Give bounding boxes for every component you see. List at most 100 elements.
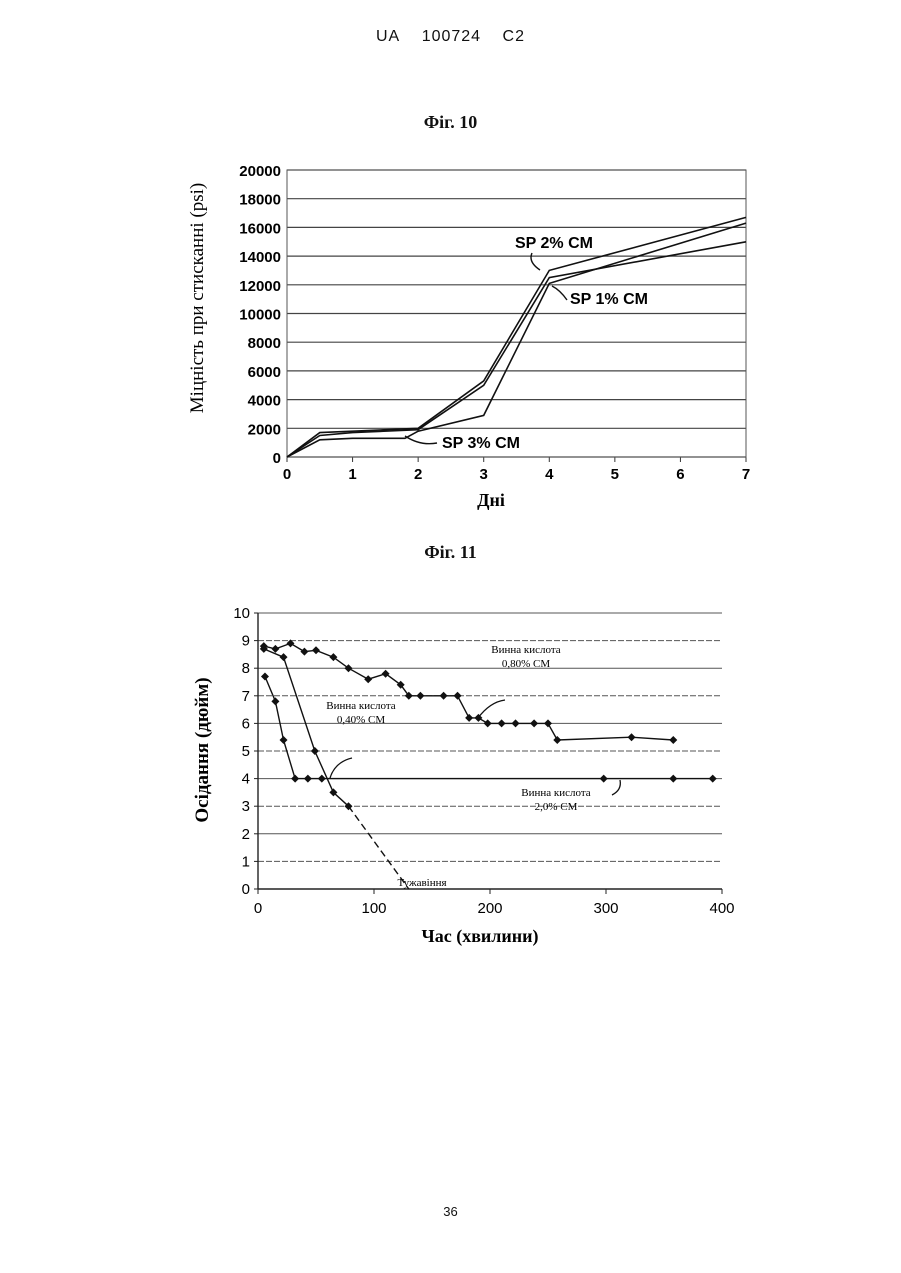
data-point-marker (484, 719, 492, 727)
y-tick-label: 0 (273, 450, 281, 467)
patent-header: UA 100724 C2 (0, 28, 901, 46)
data-point-marker (271, 645, 279, 653)
data-point-marker (530, 719, 538, 727)
header-number: 100724 (422, 28, 481, 45)
series-line-2 (287, 223, 746, 457)
x-tick-label: 3 (480, 466, 488, 483)
y-tick-label: 16000 (239, 220, 281, 237)
y-tick-label: 5 (242, 743, 250, 760)
data-point-marker (669, 736, 677, 744)
x-tick-label: 7 (742, 466, 750, 483)
y-tick-label: 2000 (248, 421, 281, 438)
x-tick-label: 4 (545, 466, 554, 483)
figure-11-chart: 0 1 2 3 4 5 6 7 8 9 10 0 100 200 300 400 Винна кислота… (0, 590, 901, 960)
series-label-sp2: SP 2% CM (515, 235, 593, 252)
header-kind: C2 (503, 28, 525, 45)
data-point-marker (512, 719, 520, 727)
data-point-marker (669, 775, 677, 783)
data-point-marker (709, 775, 717, 783)
series-label-setting: Тужавіння (397, 877, 446, 889)
data-point-marker (311, 747, 319, 755)
series-line-2 (265, 677, 713, 779)
x-tick-label: 300 (593, 900, 618, 917)
y-tick-label: 14000 (239, 249, 281, 266)
figure-11-label: Фіг. 11 (0, 542, 901, 563)
y-tick-label: 6000 (248, 364, 281, 381)
series-line-0 (264, 643, 674, 740)
data-point-marker (312, 646, 320, 654)
series-pointer-040 (330, 758, 352, 778)
y-tick-label: 4000 (248, 393, 281, 410)
data-point-marker (291, 775, 299, 783)
x-tick-label: 0 (254, 900, 262, 917)
data-point-marker (628, 733, 636, 741)
data-point-marker (261, 672, 269, 680)
x-tick-label: 2 (414, 466, 422, 483)
y-axis-label: Осідання (дюйм) (192, 677, 213, 822)
data-point-marker (465, 714, 473, 722)
chart-grid (254, 613, 722, 894)
data-point-marker (300, 648, 308, 656)
data-point-marker (304, 775, 312, 783)
series-pointer-080 (478, 700, 505, 718)
x-tick-label: 100 (361, 900, 386, 917)
data-point-marker (280, 653, 288, 661)
y-tick-label: 6 (242, 715, 250, 732)
y-tick-label: 0 (242, 881, 250, 898)
x-tick-label: 0 (283, 466, 291, 483)
chart-grid (287, 170, 746, 462)
x-tick-labels: 0 100 200 300 400 (254, 900, 735, 917)
y-tick-label: 12000 (239, 278, 281, 295)
data-point-marker (416, 692, 424, 700)
figure-10-label: Фіг. 10 (0, 112, 901, 133)
y-tick-label: 8000 (248, 335, 281, 352)
data-point-marker (280, 736, 288, 744)
y-tick-label: 3 (242, 798, 250, 815)
y-tick-label: 8 (242, 660, 250, 677)
x-axis-label: Дні (477, 490, 505, 510)
header-country: UA (376, 28, 400, 45)
y-tick-label: 9 (242, 633, 250, 650)
x-axis-label: Час (хвилини) (422, 926, 539, 947)
data-point-marker (318, 775, 326, 783)
y-tick-labels: 0 1 2 3 4 5 6 7 8 9 10 (233, 605, 250, 898)
x-tick-label: 1 (348, 466, 356, 483)
y-tick-label: 2 (242, 826, 250, 843)
y-tick-label: 7 (242, 688, 250, 705)
series-label-sp1: SP 1% CM (570, 291, 648, 308)
y-tick-label: 20000 (239, 163, 281, 180)
series-label-080: Винна кислота0,80% CM (491, 644, 561, 670)
data-point-marker (600, 775, 608, 783)
y-tick-label: 10000 (239, 307, 281, 324)
data-point-marker (454, 692, 462, 700)
data-point-marker (440, 692, 448, 700)
data-point-marker (271, 697, 279, 705)
y-tick-label: 10 (233, 605, 250, 622)
series-label-040: Винна кислота0,40% CM (326, 700, 396, 726)
figure-10-chart: 0 2000 4000 6000 8000 10000 12000 14000 16000 180… (0, 140, 901, 530)
data-point-marker (498, 719, 506, 727)
y-axis-label: Міцність при стисканні (psi) (187, 183, 208, 413)
series-pointer-sp3 (405, 436, 437, 444)
x-tick-labels: 0 1 2 3 4 5 6 7 (283, 466, 750, 483)
data-point-marker (553, 736, 561, 744)
y-tick-label: 4 (242, 771, 250, 788)
y-tick-labels: 0 2000 4000 6000 8000 10000 12000 14000 16000 180… (239, 163, 281, 467)
series-label-20: Винна кислота2,0% CM (521, 787, 591, 813)
y-tick-label: 18000 (239, 192, 281, 209)
series-label-sp3: SP 3% CM (442, 435, 520, 452)
series-pointer-sp1 (552, 286, 567, 300)
page-number: 36 (0, 1204, 901, 1219)
series-line-1 (264, 649, 349, 806)
x-tick-label: 400 (709, 900, 734, 917)
x-tick-label: 5 (611, 466, 619, 483)
chart-series-group (287, 217, 746, 457)
series-line-0 (287, 217, 746, 457)
x-tick-label: 6 (676, 466, 684, 483)
chart-series-group (260, 639, 717, 889)
x-tick-label: 200 (477, 900, 502, 917)
data-point-marker (364, 675, 372, 683)
series-pointer-20 (612, 780, 620, 795)
y-tick-label: 1 (242, 853, 250, 870)
data-point-marker (544, 719, 552, 727)
